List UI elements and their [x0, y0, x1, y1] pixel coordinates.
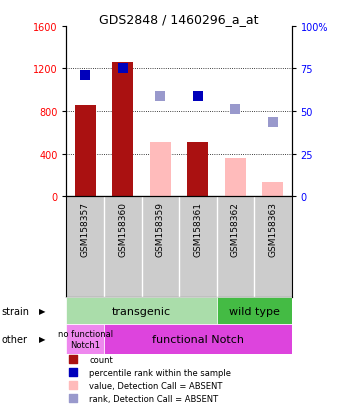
Text: ▶: ▶: [39, 306, 46, 315]
Text: value, Detection Call = ABSENT: value, Detection Call = ABSENT: [89, 381, 222, 390]
Bar: [188, 142, 208, 197]
Text: transgenic: transgenic: [112, 306, 171, 316]
Text: wild type: wild type: [228, 306, 280, 316]
Title: GDS2848 / 1460296_a_at: GDS2848 / 1460296_a_at: [99, 13, 259, 26]
Text: ▶: ▶: [39, 335, 46, 344]
Text: other: other: [2, 334, 28, 344]
Bar: [217, 298, 292, 324]
Text: GSM158361: GSM158361: [193, 202, 202, 256]
Bar: [225, 159, 246, 197]
Text: GSM158357: GSM158357: [81, 202, 90, 256]
Bar: [66, 298, 217, 324]
Bar: [150, 142, 170, 197]
Text: GSM158359: GSM158359: [156, 202, 165, 256]
Point: [233, 106, 238, 113]
Point: [158, 94, 163, 100]
Point: [238, 181, 243, 188]
Point: [83, 72, 88, 79]
Text: GSM158360: GSM158360: [118, 202, 127, 256]
Text: GSM158362: GSM158362: [231, 202, 240, 256]
Point: [270, 119, 276, 126]
Point: [120, 66, 125, 73]
Text: rank, Detection Call = ABSENT: rank, Detection Call = ABSENT: [89, 394, 218, 403]
Text: functional Notch: functional Notch: [152, 334, 244, 344]
Bar: [113, 63, 133, 197]
Text: strain: strain: [2, 306, 30, 316]
Bar: [104, 324, 292, 354]
Point: [238, 299, 243, 305]
Text: GSM158363: GSM158363: [268, 202, 277, 256]
Text: count: count: [89, 355, 113, 364]
Point: [238, 64, 243, 71]
Bar: [66, 324, 104, 354]
Bar: [75, 105, 95, 197]
Bar: [263, 183, 283, 197]
Point: [195, 94, 201, 100]
Text: percentile rank within the sample: percentile rank within the sample: [89, 368, 231, 377]
Text: no functional
Notch1: no functional Notch1: [58, 329, 113, 349]
